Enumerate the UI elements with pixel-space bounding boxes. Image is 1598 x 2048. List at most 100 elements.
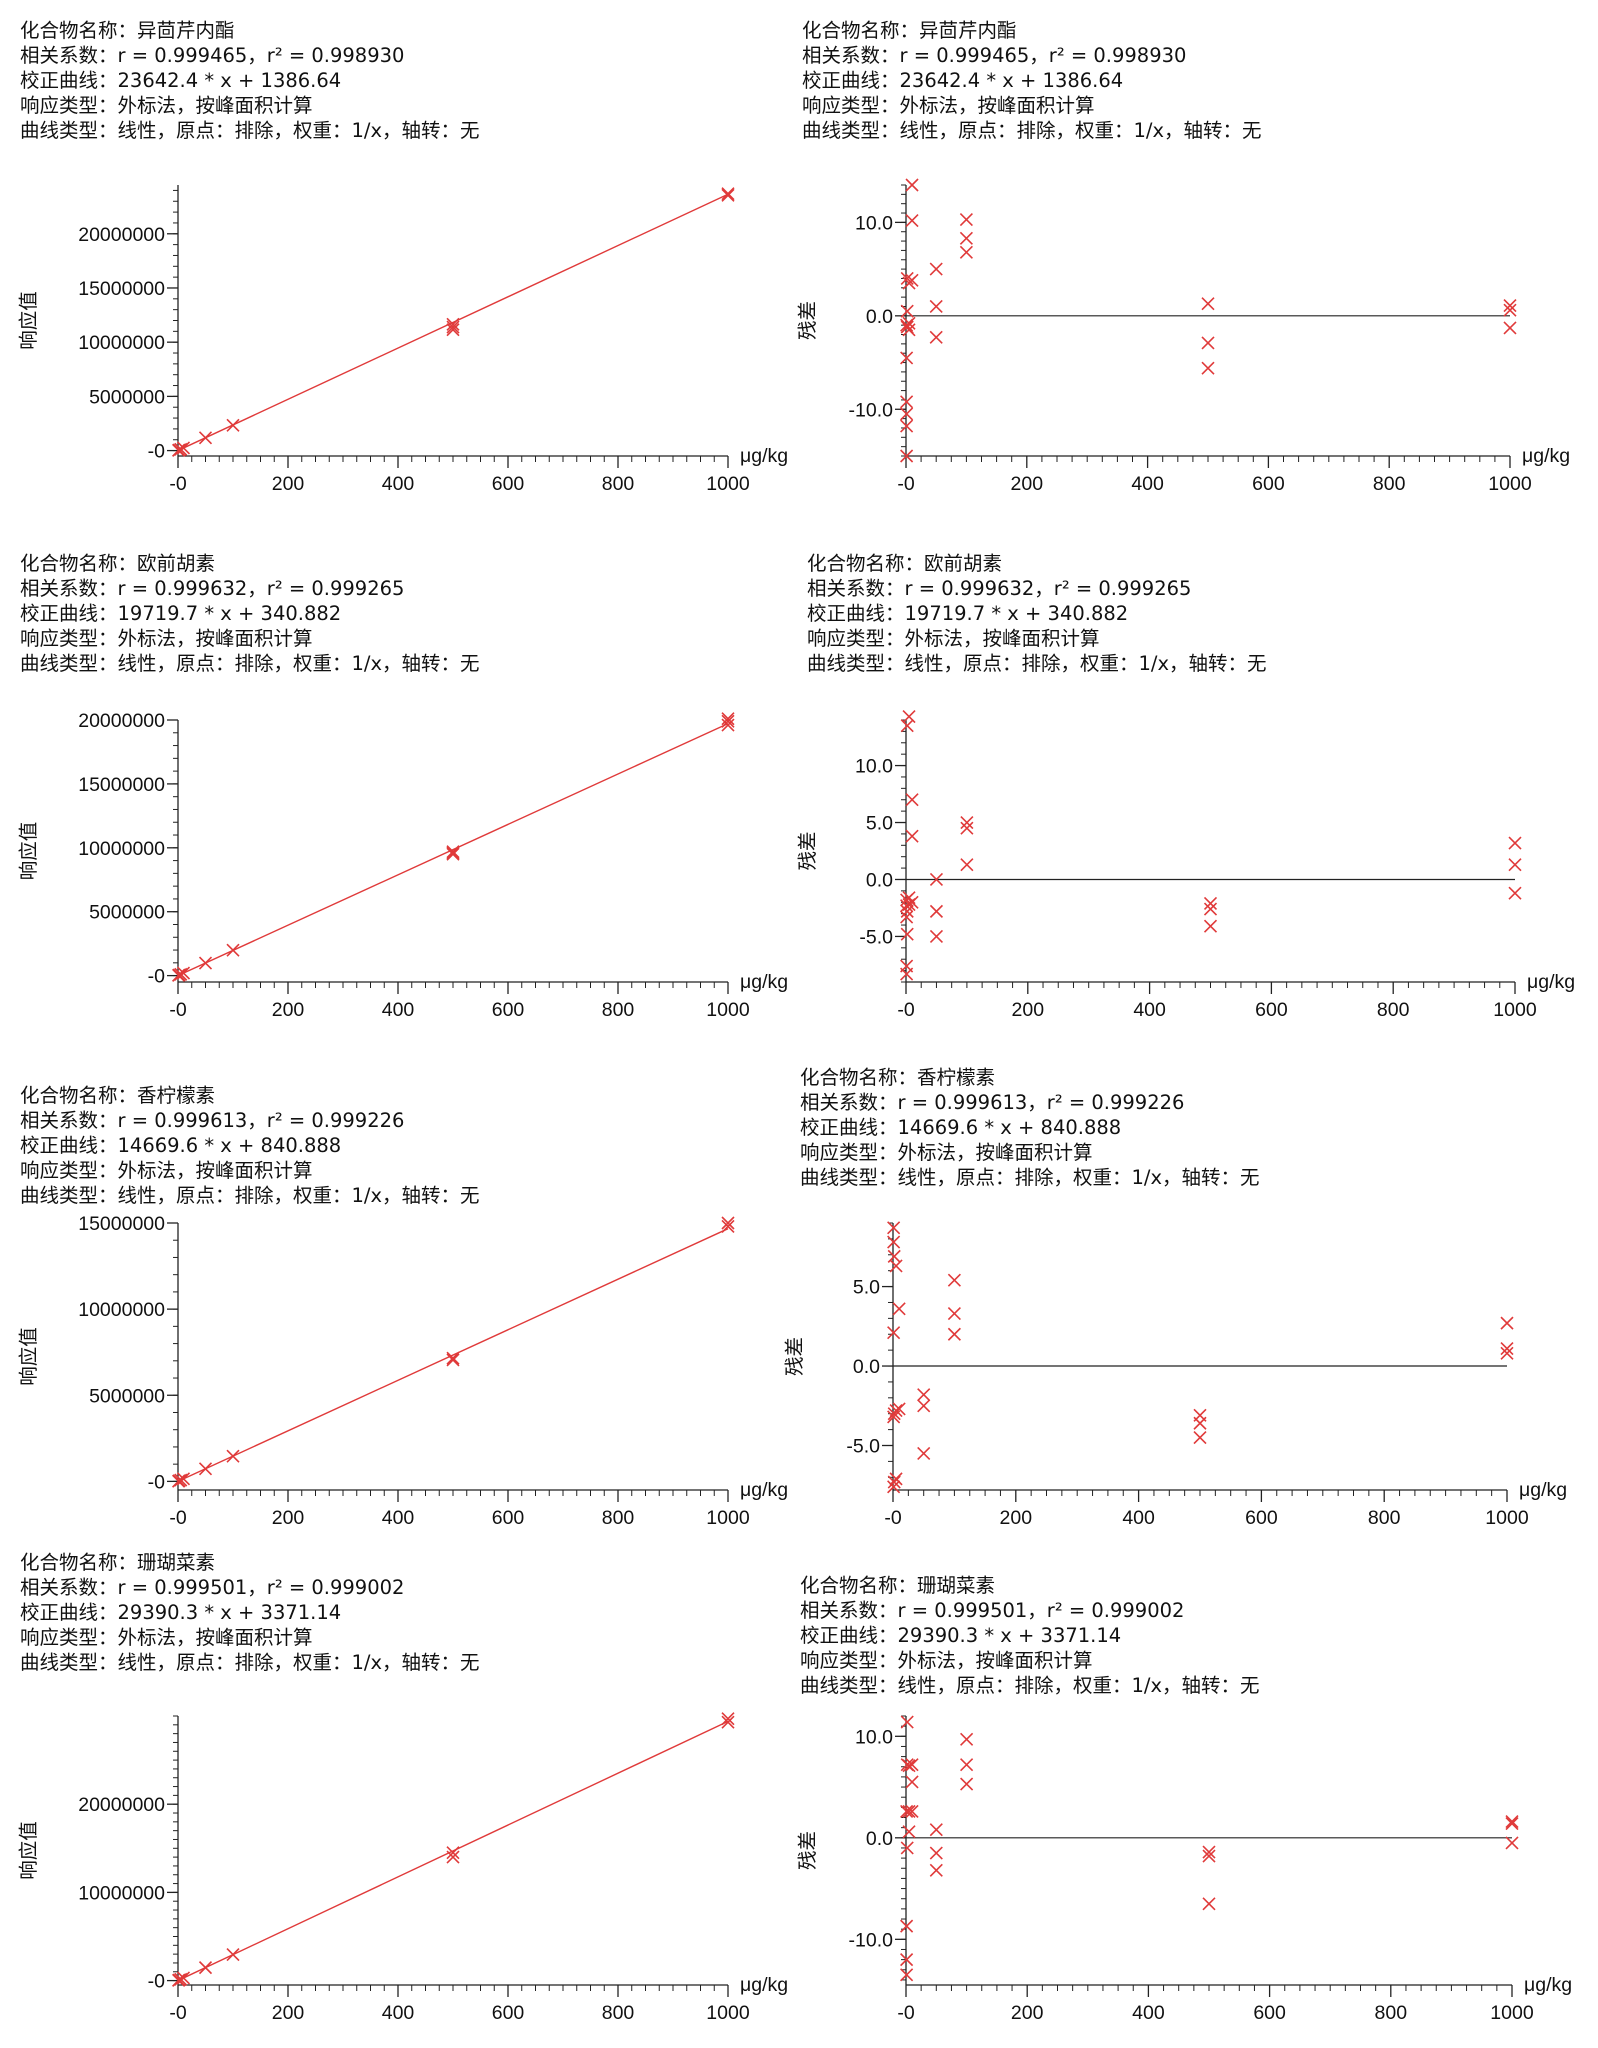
data-point	[900, 351, 914, 365]
data-point	[917, 1388, 931, 1402]
x-tick-label: 800	[602, 473, 635, 495]
data-point	[446, 320, 460, 334]
data-point	[900, 318, 914, 332]
data-point	[902, 1825, 916, 1839]
data-point	[900, 1758, 914, 1772]
isoimperatorin-calibration-header: 化合物名称：异茴芹内酯 相关系数：r = 0.999465，r² = 0.9989…	[20, 18, 480, 143]
calibration-curve: 校正曲线：23642.4 * x + 1386.64	[802, 69, 1124, 92]
x-tick-label: 1000	[706, 473, 750, 495]
x-tick-label: 400	[382, 473, 415, 495]
compound-name: 化合物名称：欧前胡素	[20, 552, 216, 575]
data-point	[960, 1732, 974, 1746]
data-point	[721, 712, 735, 726]
data-point	[902, 323, 916, 337]
data-point	[905, 213, 919, 228]
data-point	[1193, 1430, 1207, 1445]
data-point	[1201, 361, 1215, 375]
data-point	[929, 1823, 943, 1837]
data-point	[1505, 1817, 1519, 1831]
data-point	[900, 927, 914, 941]
data-point	[174, 442, 188, 456]
data-point	[1202, 1849, 1216, 1863]
data-point	[1500, 1341, 1514, 1356]
y-tick-label: -5.0	[859, 926, 893, 948]
fit-line	[177, 193, 729, 452]
y-axis-label: 响应值	[18, 1327, 40, 1386]
data-point	[929, 872, 944, 887]
data-point	[902, 1804, 916, 1818]
data-point	[905, 1758, 919, 1772]
data-point	[172, 1474, 186, 1488]
data-point	[902, 1759, 916, 1773]
data-point	[900, 395, 914, 409]
x-tick-label: 600	[1253, 2002, 1286, 2024]
x-tick-label: 1000	[706, 1507, 750, 1529]
y-tick-label: 10000000	[78, 838, 165, 860]
data-point	[446, 1850, 460, 1864]
calibration-curve: 校正曲线：19719.7 * x + 340.882	[20, 602, 342, 625]
data-point	[960, 1758, 974, 1772]
imperatorin-calibration-header: 化合物名称：欧前胡素 相关系数：r = 0.999632，r² = 0.99926…	[20, 551, 480, 676]
response-type: 响应类型：外标法，按峰面积计算	[20, 1626, 313, 1649]
y-tick-label: 0.0	[866, 869, 893, 891]
x-tick-label: 600	[1255, 999, 1288, 1021]
x-tick-label: 800	[602, 999, 635, 1021]
y-tick-label: 5000000	[89, 902, 165, 924]
data-point	[172, 443, 186, 457]
data-point	[172, 968, 186, 982]
data-point	[900, 304, 914, 318]
data-point	[947, 1327, 961, 1341]
x-tick-label: 200	[272, 2002, 305, 2024]
y-tick-label: 10000000	[78, 1882, 165, 1904]
response-type: 响应类型：外标法，按峰面积计算	[20, 1159, 313, 1182]
x-tick-label: 400	[382, 1507, 415, 1529]
x-unit-label: μg/kg	[740, 971, 788, 993]
curve-type: 曲线类型：线性，原点：排除，权重：1/x，轴转：无	[807, 652, 1267, 675]
bergapten-residual-header: 化合物名称：香柠檬素 相关系数：r = 0.999613，r² = 0.99922…	[800, 1065, 1260, 1190]
data-point	[1508, 886, 1522, 900]
y-tick-label: 5.0	[853, 1277, 880, 1299]
data-point	[226, 418, 240, 432]
y-tick-label: 0.0	[853, 1356, 880, 1378]
y-tick-label: -5.0	[846, 1436, 880, 1458]
x-tick-label: 800	[602, 2002, 635, 2024]
y-tick-label: -0	[148, 1471, 165, 1493]
x-tick-label: 1000	[1493, 999, 1537, 1021]
x-tick-label: -0	[897, 999, 914, 1021]
data-point	[721, 188, 735, 202]
x-tick-label: 1000	[706, 2002, 750, 2024]
data-point	[721, 1219, 735, 1234]
data-point	[1503, 298, 1517, 313]
data-point	[721, 714, 735, 728]
data-point	[176, 966, 191, 980]
y-axis-label: 残差	[784, 1337, 806, 1376]
data-point	[446, 1351, 460, 1365]
data-point	[174, 1972, 188, 1986]
data-point	[960, 858, 974, 872]
x-tick-label: 200	[1011, 473, 1044, 495]
data-point	[1503, 321, 1517, 335]
data-point	[959, 245, 973, 259]
correlation-coefficient: 相关系数：r = 0.999613，r² = 0.999226	[800, 1091, 1185, 1114]
data-point	[174, 1473, 188, 1487]
y-tick-label: 15000000	[78, 1213, 165, 1235]
data-point	[905, 178, 919, 192]
data-point	[929, 929, 944, 944]
calibration-curve: 校正曲线：29390.3 * x + 3371.14	[20, 1601, 342, 1624]
data-point	[171, 1973, 186, 1987]
data-point	[960, 1777, 974, 1791]
calibration-curve: 校正曲线：14669.6 * x + 840.888	[20, 1134, 342, 1157]
data-point	[887, 1407, 901, 1421]
y-tick-label: 20000000	[78, 1794, 165, 1816]
data-point	[892, 1302, 906, 1316]
data-point	[900, 904, 914, 918]
x-tick-label: -0	[169, 999, 186, 1021]
correlation-coefficient: 相关系数：r = 0.999465，r² = 0.998930	[20, 44, 405, 67]
correlation-coefficient: 相关系数：r = 0.999501，r² = 0.999002	[20, 1576, 405, 1599]
x-tick-label: 400	[382, 999, 415, 1021]
x-tick-label: 600	[1245, 1507, 1278, 1529]
data-point	[887, 1221, 901, 1235]
data-point	[226, 943, 240, 957]
